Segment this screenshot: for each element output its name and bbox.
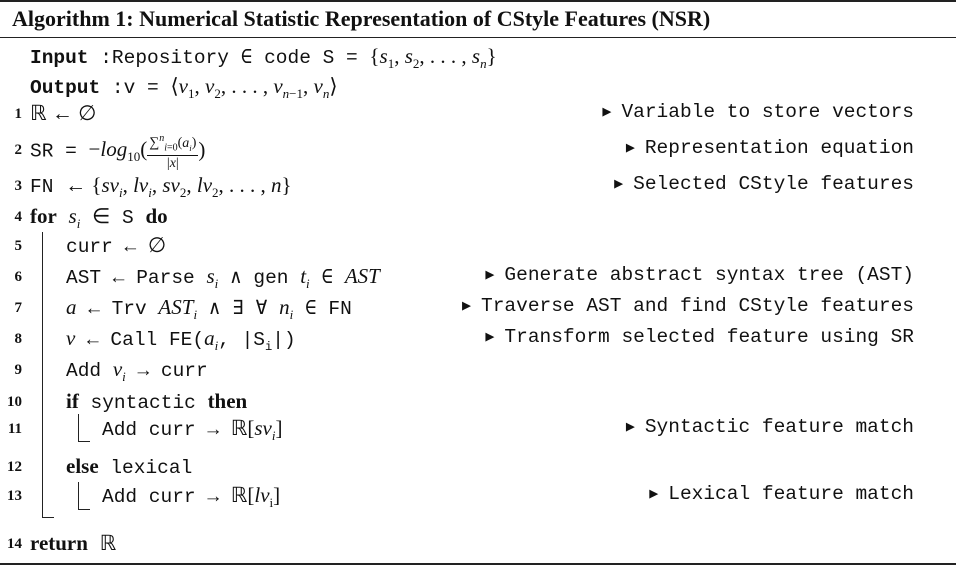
algorithm-line-12: 12 else lexical	[0, 452, 956, 482]
comment-triangle-icon: ▶	[602, 104, 612, 121]
line-number: 11	[7, 421, 22, 437]
line-number: 3	[14, 178, 23, 194]
line-number: 2	[14, 142, 23, 158]
algorithm-line-10: 10 if syntactic then	[0, 387, 956, 417]
algorithm-line-8: 8 v ← Call FE(ai, |Si|) ▶ Transform selec…	[0, 324, 956, 354]
else-block-foot	[78, 509, 90, 511]
line-number: 12	[7, 459, 22, 475]
line-number: 14	[7, 536, 22, 552]
line-comment: ▶ Syntactic feature match	[625, 416, 914, 438]
line-comment: ▶ Traverse AST and find CStyle features	[461, 295, 914, 317]
bottom-rule	[0, 563, 956, 565]
line-number: 9	[14, 362, 23, 378]
line-comment: ▶ Lexical feature match	[649, 483, 914, 505]
line-number: 6	[14, 269, 23, 285]
line-number: 7	[14, 300, 23, 316]
line-comment: ▶ Variable to store vectors	[602, 101, 914, 123]
algorithm-title: Algorithm 1: Numerical Statistic Represe…	[12, 6, 711, 31]
comment-triangle-icon: ▶	[649, 486, 659, 503]
for-block-bar	[42, 232, 44, 518]
line-number: 5	[14, 238, 23, 254]
comment-triangle-icon: ▶	[485, 329, 495, 346]
algorithm-line-3: 3 FN ← {svi, lvi, sv2, lv2, . . . , n} ▶…	[0, 171, 956, 201]
line-number: 13	[7, 488, 22, 504]
top-rule	[0, 0, 956, 2]
algorithm-line-11: 11 Add curr → ℝ[svi] ▶ Syntactic feature …	[0, 414, 956, 444]
algorithm-line-4: 4 for si ∈ S do	[0, 202, 956, 232]
else-block-bar	[78, 482, 80, 510]
algorithm-line-7: 7 a ← Trv ASTi ∧ ∃ ∀ ni ∈ FN ▶ Traverse A…	[0, 293, 956, 323]
algorithm-line-1: 1 ℝ ← ∅ ▶ Variable to store vectors	[0, 99, 956, 129]
line-number: 4	[14, 209, 23, 225]
algorithm-line-6: 6 AST ← Parse si ∧ gen ti ∈ AST ▶ Generat…	[0, 262, 956, 292]
if-block-foot	[78, 441, 90, 443]
input-label: Input	[30, 47, 89, 69]
line-number: 10	[7, 394, 22, 410]
comment-triangle-icon: ▶	[461, 298, 472, 315]
algorithm-line-5: 5 curr ← ∅	[0, 231, 956, 261]
line-comment: ▶ Selected CStyle features	[614, 173, 914, 195]
comment-triangle-icon: ▶	[625, 419, 635, 436]
output-label: Output	[30, 77, 101, 99]
line-number: 8	[14, 331, 23, 347]
output-line: Output :v = ⟨v1, v2, . . . , vn−1, vn⟩	[30, 74, 338, 102]
comment-triangle-icon: ▶	[485, 267, 495, 284]
comment-triangle-icon: ▶	[625, 140, 635, 157]
input-line: Input :Repository ∈ code S = {s1, s2, . …	[30, 44, 497, 72]
line-number: 1	[14, 106, 23, 122]
for-block-foot	[42, 517, 54, 519]
fraction: ∑ni=0(ai) |x|	[147, 133, 199, 172]
title-rule	[0, 37, 956, 39]
line-comment: ▶ Generate abstract syntax tree (AST)	[485, 264, 914, 286]
algorithm-line-2: 2 SR = −log10(∑ni=0(ai) |x|) ▶ Representat…	[0, 133, 956, 171]
line-comment: ▶ Transform selected feature using SR	[485, 326, 914, 348]
comment-triangle-icon: ▶	[614, 176, 624, 193]
line-comment: ▶ Representation equation	[625, 137, 914, 159]
algorithm-line-13: 13 Add curr → ℝ[lvi] ▶ Lexical feature ma…	[0, 481, 956, 511]
if-block-bar	[78, 414, 80, 442]
algorithm-line-14: 14 return ℝ	[0, 529, 956, 559]
algorithm-line-9: 9 Add vi → curr	[0, 355, 956, 385]
